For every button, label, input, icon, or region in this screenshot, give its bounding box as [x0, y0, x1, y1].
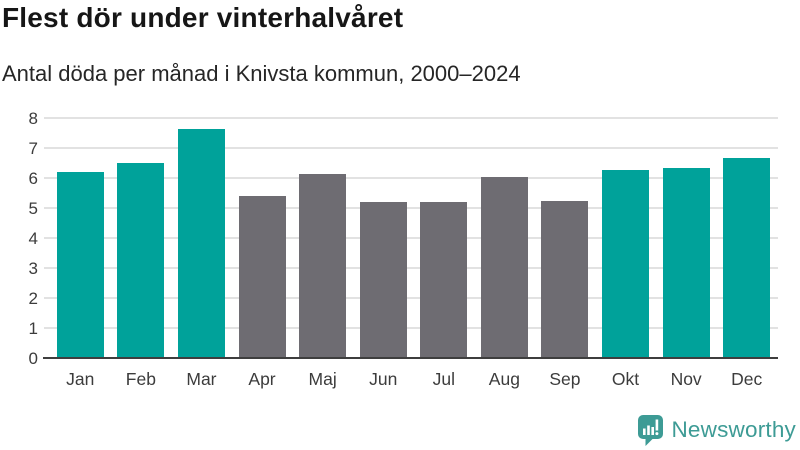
gridline-5 [44, 207, 778, 209]
bar-jan [56, 172, 104, 358]
x-tick-label-aug: Aug [488, 369, 520, 389]
x-tick-label-sep: Sep [549, 369, 581, 389]
gridline-2 [44, 297, 778, 299]
x-tick-label-jan: Jan [66, 369, 95, 389]
y-tick-label-3: 3 [28, 259, 38, 278]
x-tick-label-jul: Jul [432, 369, 455, 389]
x-tick-label-nov: Nov [670, 369, 702, 389]
bar-nov [662, 168, 710, 358]
gridline-3 [44, 267, 778, 269]
bar-aug [480, 176, 528, 358]
x-tick-label-jun: Jun [369, 369, 398, 389]
bar-mar [177, 129, 225, 358]
bar-maj [299, 174, 347, 358]
bar-chart-speech-bubble-icon [638, 414, 664, 446]
gridline-1 [44, 327, 778, 329]
gridline-6 [44, 177, 778, 179]
bar-jun [359, 202, 407, 358]
chart-title: Flest dör under vinterhalvåret [2, 2, 404, 33]
y-tick-label-8: 8 [28, 109, 38, 128]
y-tick-label-5: 5 [28, 199, 38, 218]
y-tick-label-7: 7 [28, 139, 38, 158]
gridline-4 [44, 237, 778, 239]
newsworthy-logo: Newsworthy [638, 413, 796, 447]
y-tick-label-1: 1 [28, 319, 38, 338]
x-tick-label-okt: Okt [611, 369, 640, 389]
bar-apr [238, 196, 286, 358]
bar-okt [602, 169, 650, 358]
x-tick-label-mar: Mar [186, 369, 217, 389]
bar-jul [420, 202, 468, 358]
x-tick-label-apr: Apr [248, 369, 276, 389]
bar-feb [117, 163, 165, 358]
y-tick-label-0: 0 [28, 349, 38, 368]
chart-subtitle: Antal döda per månad i Knivsta kommun, 2… [2, 61, 521, 86]
x-tick-label-dec: Dec [731, 369, 763, 389]
y-tick-label-4: 4 [28, 229, 38, 248]
bar-sep [541, 200, 589, 358]
y-tick-label-2: 2 [28, 289, 38, 308]
gridline-7 [44, 147, 778, 149]
brand-name: Newsworthy [671, 417, 796, 442]
gridline-8 [44, 117, 778, 119]
x-axis-line [43, 356, 778, 360]
bar-dec [723, 157, 771, 358]
x-tick-label-maj: Maj [308, 369, 337, 389]
y-tick-label-6: 6 [28, 169, 38, 188]
x-tick-label-feb: Feb [125, 369, 156, 389]
